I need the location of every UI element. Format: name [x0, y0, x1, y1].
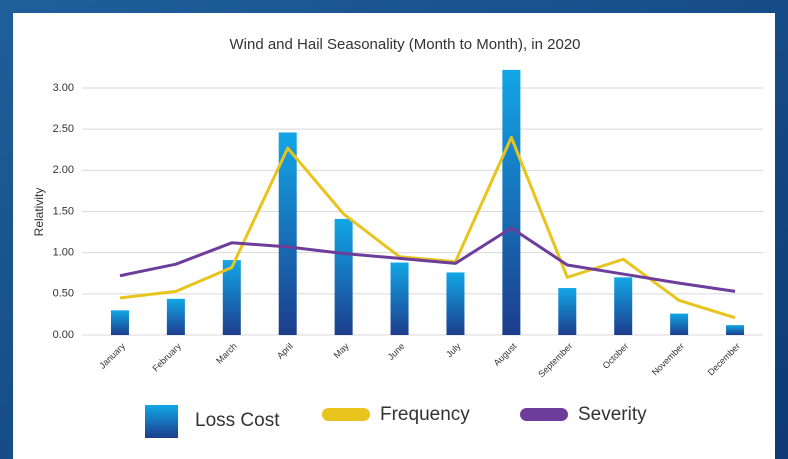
y-axis-label: Relativity: [32, 188, 46, 237]
y-tick-label: 0.50: [53, 288, 74, 300]
bar: [166, 298, 185, 335]
y-tick-label: 2.00: [53, 164, 74, 176]
legend-swatch: [145, 405, 178, 438]
y-tick-label: 1.00: [53, 247, 74, 259]
legend-swatch: [322, 408, 370, 421]
legend-swatch: [520, 408, 568, 421]
panel: [13, 13, 775, 459]
y-tick-label: 2.50: [53, 123, 74, 135]
y-tick-label: 1.50: [53, 205, 74, 217]
legend-label: Severity: [578, 404, 647, 425]
bar: [670, 313, 689, 335]
bar: [334, 218, 353, 335]
line: [119, 226, 736, 293]
bar: [390, 262, 409, 335]
line: [119, 135, 736, 320]
bar: [502, 69, 521, 336]
bar: [446, 272, 465, 335]
bar: [222, 260, 241, 335]
bar: [110, 310, 129, 335]
bar: [558, 288, 577, 335]
legend-label: Loss Cost: [195, 410, 280, 431]
bar: [278, 132, 297, 335]
y-tick-label: 3.00: [53, 82, 74, 94]
bar: [726, 325, 745, 335]
bar: [614, 277, 633, 335]
legend-label: Frequency: [380, 404, 470, 425]
chart-title: Wind and Hail Seasonality (Month to Mont…: [229, 36, 580, 53]
y-tick-label: 0.00: [53, 329, 74, 341]
